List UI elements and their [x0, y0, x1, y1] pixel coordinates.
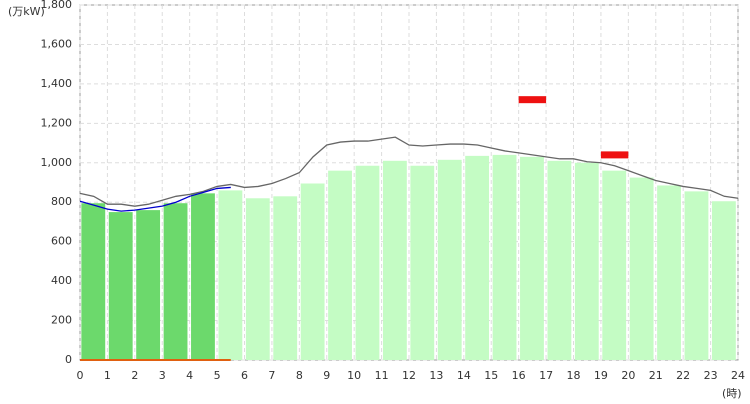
- bar: [602, 170, 627, 360]
- bar: [300, 183, 325, 360]
- x-tick-label: 16: [512, 369, 526, 382]
- x-tick-label: 6: [241, 369, 248, 382]
- bar: [684, 191, 709, 360]
- x-tick-label: 21: [649, 369, 663, 382]
- bar: [547, 160, 572, 360]
- bar: [410, 165, 435, 360]
- y-tick-label: 200: [51, 314, 72, 327]
- x-tick-label: 2: [131, 369, 138, 382]
- x-tick-label: 12: [402, 369, 416, 382]
- bar: [629, 177, 654, 360]
- x-tick-label: 3: [159, 369, 166, 382]
- line: [79, 186, 231, 212]
- y-tick-label: 1,800: [41, 0, 73, 11]
- bar: [657, 185, 681, 360]
- x-tick-label: 9: [323, 369, 330, 382]
- y-tick-label: 1,400: [41, 77, 73, 90]
- x-axis-label: (時): [722, 387, 742, 400]
- x-tick-label: 0: [77, 369, 84, 382]
- x-tick-label: 19: [594, 369, 608, 382]
- x-tick-label: 5: [214, 369, 221, 382]
- bar: [465, 155, 490, 360]
- y-tick-label: 0: [65, 353, 72, 366]
- x-tick-label: 15: [484, 369, 498, 382]
- bar: [492, 154, 517, 360]
- y-tick-label: 1,000: [41, 156, 73, 169]
- bar: [711, 201, 736, 360]
- y-tick-label: 600: [51, 235, 72, 248]
- bar: [108, 212, 133, 360]
- bar: [218, 190, 243, 360]
- bar: [437, 159, 462, 360]
- bar: [273, 196, 298, 360]
- bar: [163, 203, 188, 360]
- y-axis-label: (万kW): [8, 5, 45, 18]
- x-tick-label: 11: [375, 369, 389, 382]
- peak-marker: [600, 151, 629, 159]
- y-tick-label: 1,200: [41, 116, 73, 129]
- x-tick-label: 8: [296, 369, 303, 382]
- x-tick-label: 23: [704, 369, 718, 382]
- x-tick-label: 1: [104, 369, 111, 382]
- x-tick-label: 13: [429, 369, 443, 382]
- x-tick-label: 24: [731, 369, 745, 382]
- y-tick-label: 1,600: [41, 37, 73, 50]
- bar: [574, 162, 599, 360]
- bar: [245, 198, 270, 360]
- peak-marker: [518, 96, 547, 104]
- bar: [81, 203, 106, 360]
- x-tick-label: 20: [621, 369, 635, 382]
- bar: [520, 156, 544, 360]
- y-tick-label: 800: [51, 195, 72, 208]
- x-tick-label: 7: [268, 369, 275, 382]
- x-tick-label: 18: [567, 369, 581, 382]
- x-tick-label: 14: [457, 369, 471, 382]
- bar: [191, 193, 215, 360]
- x-tick-label: 17: [539, 369, 553, 382]
- bar: [355, 165, 380, 360]
- x-tick-label: 10: [347, 369, 361, 382]
- bar: [382, 160, 407, 360]
- x-tick-label: 22: [676, 369, 690, 382]
- y-tick-label: 400: [51, 274, 72, 287]
- line: [79, 136, 739, 207]
- bar: [136, 210, 161, 360]
- x-tick-label: 4: [186, 369, 193, 382]
- bar: [328, 170, 352, 360]
